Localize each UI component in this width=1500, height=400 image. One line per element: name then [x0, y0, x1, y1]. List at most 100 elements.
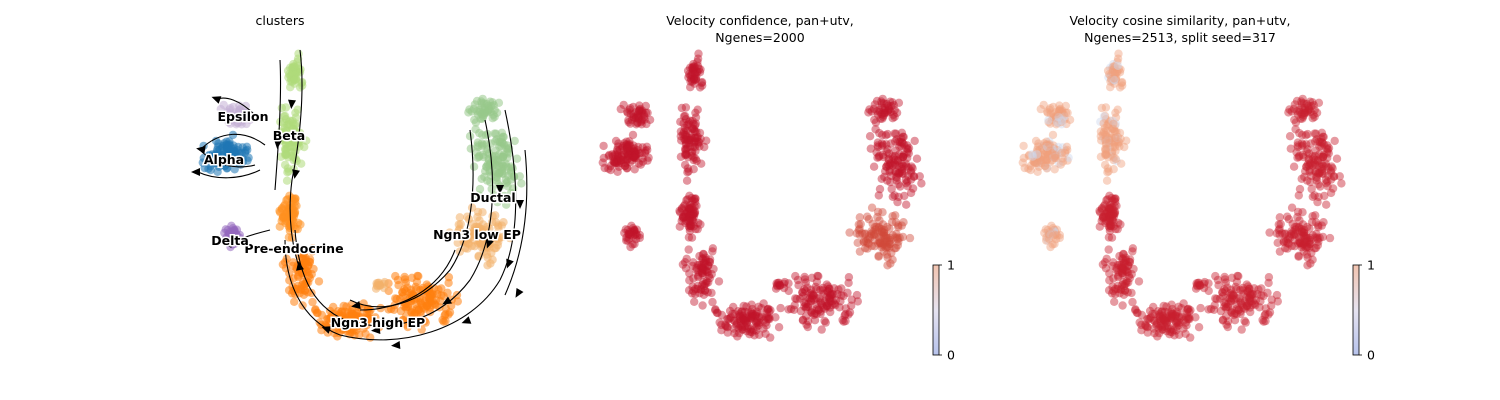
cell-point — [315, 318, 324, 327]
cell-point — [890, 244, 899, 253]
cell-point — [1107, 70, 1116, 80]
cell-point — [629, 228, 639, 237]
cell-point — [1095, 206, 1104, 216]
cell-point — [1053, 146, 1062, 155]
cell-point — [492, 108, 502, 118]
cell-point — [1314, 221, 1323, 230]
cell-point — [1108, 124, 1117, 133]
cell-point — [801, 286, 810, 296]
cell-point — [762, 313, 771, 322]
cell-point — [1050, 230, 1060, 239]
cell-point — [889, 101, 898, 110]
cell-point — [855, 213, 864, 222]
cell-point — [1289, 229, 1299, 239]
cell-point — [640, 112, 649, 121]
cell-point — [1037, 152, 1046, 161]
cell-point — [682, 150, 691, 159]
cell-point — [1039, 146, 1049, 155]
cell-point — [700, 266, 710, 275]
cell-point — [762, 321, 771, 330]
cell-point — [867, 241, 876, 251]
cell-point — [1044, 234, 1054, 244]
cell-point — [1299, 152, 1308, 162]
cell-point — [839, 291, 848, 301]
cell-point — [828, 297, 837, 306]
cell-point — [280, 130, 290, 140]
streamline-arrow — [371, 326, 381, 334]
cell-point — [763, 305, 772, 314]
cell-point — [1114, 64, 1124, 74]
cell-point — [1234, 305, 1243, 315]
cell-point — [1234, 272, 1243, 281]
cell-point — [899, 218, 908, 227]
cell-point — [683, 164, 692, 173]
cell-point — [688, 116, 697, 126]
cell-point — [623, 147, 633, 156]
confidence-plot: 10 — [598, 49, 955, 363]
cell-point — [517, 179, 526, 188]
cell-point — [1049, 141, 1058, 150]
cell-point — [1317, 164, 1327, 174]
cell-point — [1049, 152, 1058, 162]
cell-point — [1303, 106, 1313, 115]
cell-point — [1194, 323, 1204, 332]
cell-point — [676, 127, 686, 136]
cell-point — [894, 161, 903, 170]
cell-point — [765, 307, 774, 316]
cell-point — [1314, 169, 1324, 178]
cell-point — [700, 286, 710, 295]
cell-point — [1049, 112, 1058, 122]
cell-point — [763, 314, 773, 324]
cell-point — [1100, 160, 1110, 170]
cell-point — [722, 322, 732, 331]
cell-point — [1297, 224, 1306, 234]
cell-point — [1156, 321, 1165, 331]
cell-point — [1220, 272, 1229, 282]
cell-point — [877, 110, 886, 119]
cell-point — [845, 228, 854, 237]
cell-point — [807, 306, 817, 315]
cell-point — [1122, 277, 1131, 286]
cell-point — [1301, 108, 1310, 117]
cell-point — [1101, 212, 1110, 221]
cell-point — [870, 236, 879, 245]
cell-point — [698, 254, 707, 263]
cell-point — [1054, 114, 1063, 124]
cell-point — [1226, 285, 1236, 294]
cell-point — [1031, 158, 1040, 167]
cell-point — [1111, 119, 1120, 128]
cell-point — [1305, 243, 1314, 252]
cell-point — [690, 138, 699, 147]
cell-point — [279, 119, 288, 128]
cell-point — [1227, 291, 1236, 300]
cell-point — [877, 231, 886, 240]
cell-point — [1102, 144, 1111, 153]
cell-point — [609, 157, 618, 166]
cell-point — [1307, 248, 1316, 258]
cell-point — [813, 271, 822, 281]
cell-point — [873, 153, 882, 162]
cell-point — [1119, 265, 1128, 274]
cell-point — [1113, 139, 1122, 148]
cell-point — [717, 310, 726, 320]
cell-point — [1101, 209, 1110, 218]
cell-point — [1299, 228, 1309, 237]
cell-point — [682, 132, 691, 142]
cell-point — [241, 108, 251, 118]
cell-point — [611, 155, 620, 164]
cell-point — [684, 73, 693, 82]
cell-point — [398, 292, 408, 301]
cell-point — [1158, 312, 1167, 321]
cell-point — [1058, 157, 1068, 166]
cell-point — [469, 162, 479, 171]
cell-point — [1319, 152, 1328, 161]
cell-point — [598, 158, 607, 167]
cell-point — [1037, 158, 1046, 168]
cell-point — [622, 141, 631, 150]
cell-point — [1108, 213, 1117, 223]
cell-point — [1043, 151, 1053, 161]
cell-point — [504, 171, 513, 180]
cell-point — [801, 299, 810, 309]
cell-point — [877, 224, 886, 234]
cell-point — [1063, 156, 1072, 165]
